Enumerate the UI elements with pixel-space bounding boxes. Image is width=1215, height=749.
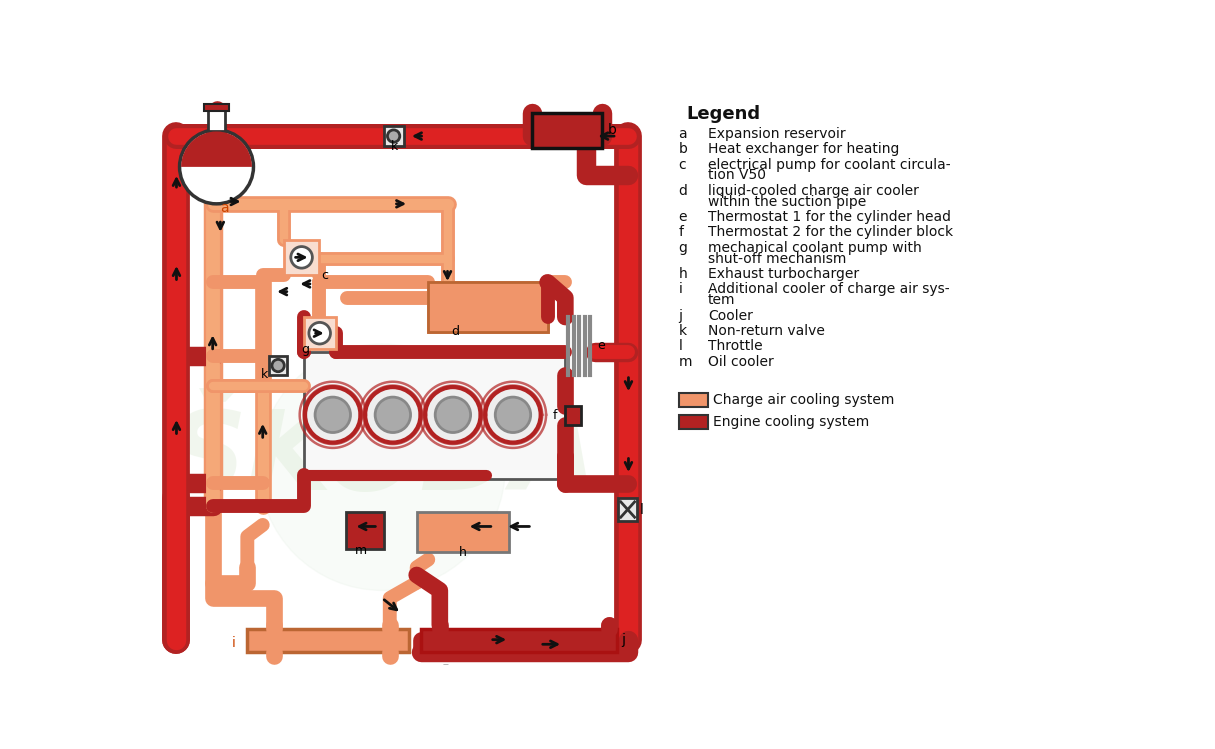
Bar bbox=[678, 393, 708, 407]
Text: Exhaust turbocharger: Exhaust turbocharger bbox=[708, 267, 859, 281]
Text: f: f bbox=[678, 225, 684, 240]
Bar bbox=[248, 629, 409, 652]
Bar bbox=[384, 126, 403, 146]
Text: j: j bbox=[621, 634, 625, 647]
Text: electrical pump for coolant circula-: electrical pump for coolant circula- bbox=[708, 157, 950, 172]
Text: l: l bbox=[640, 503, 644, 517]
Text: g: g bbox=[678, 240, 688, 255]
Wedge shape bbox=[181, 132, 252, 167]
Bar bbox=[269, 357, 288, 374]
Text: f: f bbox=[553, 409, 556, 422]
Text: mechanical coolant pump with: mechanical coolant pump with bbox=[708, 240, 921, 255]
Circle shape bbox=[485, 387, 541, 443]
Bar bbox=[532, 113, 601, 148]
Text: a: a bbox=[220, 201, 228, 214]
Text: Engine cooling system: Engine cooling system bbox=[713, 415, 870, 428]
Bar bbox=[428, 282, 548, 333]
Circle shape bbox=[388, 130, 400, 142]
Bar bbox=[428, 282, 548, 333]
Circle shape bbox=[272, 360, 284, 372]
Bar bbox=[417, 512, 509, 552]
Text: Thermostat 1 for the cylinder head: Thermostat 1 for the cylinder head bbox=[708, 210, 951, 224]
Bar bbox=[284, 240, 318, 275]
Text: c: c bbox=[321, 269, 328, 282]
Text: b: b bbox=[678, 142, 688, 157]
Text: d: d bbox=[678, 184, 688, 198]
Bar bbox=[204, 104, 228, 112]
Text: Heat exchanger for heating: Heat exchanger for heating bbox=[708, 142, 899, 157]
Text: within the suction pipe: within the suction pipe bbox=[708, 195, 866, 209]
Text: Oil cooler: Oil cooler bbox=[708, 355, 774, 369]
Bar bbox=[346, 512, 384, 549]
Text: l: l bbox=[678, 339, 683, 354]
Circle shape bbox=[375, 397, 411, 432]
Circle shape bbox=[496, 397, 531, 432]
Text: shut-off mechanism: shut-off mechanism bbox=[708, 252, 846, 266]
Text: tem: tem bbox=[708, 293, 735, 307]
Circle shape bbox=[305, 387, 361, 443]
Text: a: a bbox=[678, 127, 688, 141]
Bar bbox=[304, 317, 335, 349]
Circle shape bbox=[309, 322, 330, 344]
Text: tion V50: tion V50 bbox=[708, 169, 765, 183]
Text: Cooler: Cooler bbox=[708, 309, 752, 323]
Text: k: k bbox=[678, 324, 686, 338]
Text: liquid-cooled charge air cooler: liquid-cooled charge air cooler bbox=[708, 184, 919, 198]
Bar bbox=[565, 405, 581, 425]
Text: ŠKODA: ŠKODA bbox=[166, 406, 598, 513]
Circle shape bbox=[435, 397, 470, 432]
Text: Non-return valve: Non-return valve bbox=[708, 324, 825, 338]
Circle shape bbox=[425, 387, 481, 443]
Circle shape bbox=[180, 130, 254, 204]
Text: e: e bbox=[597, 339, 605, 353]
Text: m: m bbox=[355, 545, 367, 557]
Text: Additional cooler of charge air sys-: Additional cooler of charge air sys- bbox=[708, 282, 949, 297]
Text: m: m bbox=[678, 355, 693, 369]
Text: e: e bbox=[678, 210, 686, 224]
Text: i: i bbox=[678, 282, 683, 297]
Text: b: b bbox=[608, 124, 616, 137]
Text: g: g bbox=[301, 343, 309, 357]
Text: d: d bbox=[451, 325, 459, 338]
Text: c: c bbox=[678, 157, 686, 172]
Text: Thermostat 2 for the cylinder block: Thermostat 2 for the cylinder block bbox=[708, 225, 953, 240]
Text: Charge air cooling system: Charge air cooling system bbox=[713, 393, 894, 407]
Text: SP74_12: SP74_12 bbox=[419, 653, 460, 664]
Circle shape bbox=[366, 387, 420, 443]
Text: h: h bbox=[459, 546, 467, 559]
Circle shape bbox=[290, 246, 312, 268]
Text: i: i bbox=[232, 636, 236, 649]
Text: j: j bbox=[678, 309, 683, 323]
Bar bbox=[304, 352, 565, 479]
Text: k: k bbox=[261, 368, 269, 380]
Circle shape bbox=[259, 344, 505, 590]
Text: h: h bbox=[678, 267, 688, 281]
Text: Throttle: Throttle bbox=[708, 339, 762, 354]
Bar bbox=[208, 109, 225, 130]
Text: Legend: Legend bbox=[686, 106, 761, 124]
Text: k: k bbox=[390, 140, 397, 153]
Bar bbox=[678, 415, 708, 428]
Circle shape bbox=[315, 397, 350, 432]
Text: Expansion reservoir: Expansion reservoir bbox=[708, 127, 846, 141]
Bar bbox=[618, 498, 637, 521]
Bar bbox=[420, 629, 617, 652]
